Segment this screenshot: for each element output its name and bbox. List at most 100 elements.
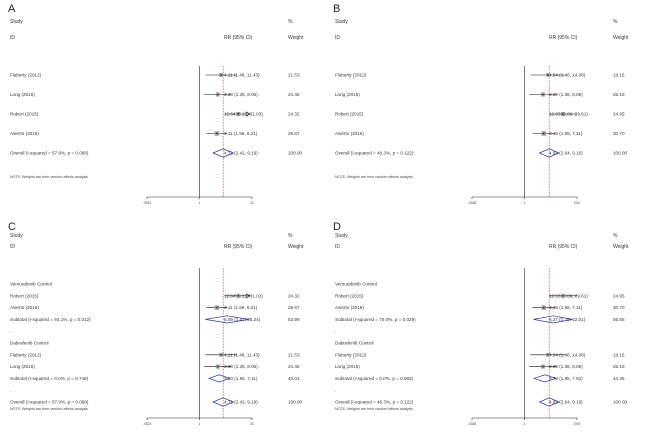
x-tick-label: .0323 xyxy=(143,422,152,426)
x-tick-label: 1 xyxy=(199,422,201,426)
row-label: Subtotal (I-squared = 0.0%, p = 0.749) xyxy=(10,376,89,381)
random-effects-note: NOTE: Weights are from random effects an… xyxy=(335,175,413,179)
spacer-dot: . xyxy=(335,329,336,334)
rr-ci-text: 3.30 (1.35, 8.06) xyxy=(549,364,583,369)
weight-value: 53.99 xyxy=(288,317,300,322)
spacer-dot: . xyxy=(10,388,11,393)
weight-value: 21.53 xyxy=(288,352,300,357)
header-id: ID xyxy=(335,35,340,41)
header-effect: RR (95% CI) xyxy=(549,35,578,41)
group-label: Vemurafenib Control xyxy=(10,282,52,287)
weight-value: 100.00 xyxy=(613,151,627,156)
weight-value: 100.00 xyxy=(613,400,627,405)
row-label: Long (2015) xyxy=(335,364,360,369)
header-weight: Weight xyxy=(613,35,629,41)
point-estimate xyxy=(543,306,545,309)
point-estimate xyxy=(216,306,218,309)
row-label: Robert (2015) xyxy=(10,293,39,298)
header-percent: % xyxy=(288,233,293,239)
rr-ci-text: 4.11 (1.48, 11.43) xyxy=(224,73,260,78)
rr-ci-text: 3.46 (1.68, 7.11) xyxy=(549,131,583,136)
rr-ci-text: 3.46 (1.68, 7.11) xyxy=(549,305,583,310)
overall-diamond xyxy=(538,148,560,158)
row-label: Flaherty (2012) xyxy=(10,73,42,78)
ci-arrow xyxy=(245,111,251,117)
rr-ci-text: 4.92 (2.64, 9.16) xyxy=(549,151,583,156)
group-label: Dabrafenib Control xyxy=(335,341,374,346)
header-study: Study xyxy=(10,233,23,239)
row-label: Subtotal (I-squared = 0.0%, p = 0.663) xyxy=(335,376,414,381)
subtotal-diamond xyxy=(533,315,573,324)
panel-b: B Study % ID RR (95% CI) Weight .0338 1 29.6 Flah… xyxy=(333,3,629,205)
weight-value: 29.67 xyxy=(288,305,300,310)
row-label: Subtotal (I-squared = 79.0%, p = 0.029) xyxy=(335,317,416,322)
header-id: ID xyxy=(10,244,15,250)
weight-value: 29.67 xyxy=(288,131,300,136)
rr-ci-text: 3.30 (1.35, 8.06) xyxy=(224,364,258,369)
point-estimate xyxy=(543,132,545,135)
rr-ci-text: 6.09 (1.47, 25.24) xyxy=(224,317,261,322)
header-weight: Weight xyxy=(288,35,304,41)
row-label: Asierto (2016) xyxy=(10,305,39,310)
header-percent: % xyxy=(288,19,293,25)
weight-value: 21.53 xyxy=(288,73,300,78)
header-effect: RR (95% CI) xyxy=(549,244,578,250)
random-effects-note: NOTE: Weights are from random effects an… xyxy=(335,407,413,411)
rr-ci-text: 3.63 (1.85, 7.11) xyxy=(224,376,258,381)
rr-ci-text: 3.73 (1.85, 7.52) xyxy=(549,376,583,381)
rr-ci-text: 3.11 (1.56, 6.21) xyxy=(224,305,258,310)
overall-diamond xyxy=(538,397,560,407)
rr-ci-text: 4.71 (2.42, 9.19) xyxy=(224,151,258,156)
header-weight: Weight xyxy=(613,244,629,250)
header-id: ID xyxy=(10,35,15,41)
header-effect: RR (95% CI) xyxy=(224,244,253,250)
rr-ci-text: 4.11 (1.48, 11.43) xyxy=(224,352,260,357)
overall-diamond xyxy=(212,148,235,158)
row-label: Flaherty (2012) xyxy=(335,73,367,78)
panel-letter: D xyxy=(333,221,341,233)
row-label: Overall (I-squared = 48.3%, p = 0.122) xyxy=(335,151,414,156)
weight-value: 46.01 xyxy=(288,376,300,381)
x-tick-label: 1 xyxy=(199,201,201,205)
point-estimate xyxy=(216,132,218,135)
weight-value: 19.15 xyxy=(613,73,625,78)
weight-value: 25.19 xyxy=(613,364,625,369)
header-id: ID xyxy=(335,244,340,250)
row-label: Robert (2015) xyxy=(10,112,39,117)
point-estimate xyxy=(542,365,544,368)
rr-ci-text: 3.30 (1.35, 8.06) xyxy=(224,92,258,97)
point-estimate xyxy=(547,74,549,76)
x-tick-label: 1 xyxy=(524,422,526,426)
weight-value: 44.35 xyxy=(613,376,625,381)
row-label: Overall (I-squared = 57.9%, p = 0.068) xyxy=(10,400,89,405)
subtotal-diamond xyxy=(532,374,557,383)
panel-letter: B xyxy=(333,3,340,15)
header-weight: Weight xyxy=(288,244,304,250)
row-label: Asierto (2016) xyxy=(335,131,364,136)
rr-ci-text: 4.54 (1.46, 14.08) xyxy=(549,73,586,78)
rr-ci-text: 3.30 (1.35, 8.06) xyxy=(549,92,583,97)
point-estimate xyxy=(220,354,222,356)
row-label: Long (2015) xyxy=(10,92,35,97)
x-tick-label: 31 xyxy=(250,422,254,426)
x-tick-label: .0338 xyxy=(468,422,477,426)
row-label: Asierto (2016) xyxy=(335,305,364,310)
row-label: Flaherty (2012) xyxy=(335,352,367,357)
point-estimate xyxy=(217,93,219,96)
row-label: Robert (2015) xyxy=(335,293,364,298)
x-tick-label: 1 xyxy=(524,201,526,205)
weight-value: 55.65 xyxy=(613,317,625,322)
row-label: Long (2015) xyxy=(10,364,35,369)
row-label: Overall (I-squared = 48.3%, p = 0.122) xyxy=(335,400,414,405)
weight-value: 24.32 xyxy=(288,293,300,298)
random-effects-note: NOTE: Weights are from random effects an… xyxy=(10,407,88,411)
row-label: Subtotal (I-squared = 84.1%, p = 0.012) xyxy=(10,317,91,322)
row-label: Overall (I-squared = 57.9%, p = 0.068) xyxy=(10,151,89,156)
weight-value: 30.70 xyxy=(613,131,625,136)
weight-value: 25.19 xyxy=(613,92,625,97)
point-estimate xyxy=(220,74,222,76)
panel-a: A Study % ID RR (95% CI) Weight .0323 1 31 Flaher… xyxy=(8,3,304,205)
